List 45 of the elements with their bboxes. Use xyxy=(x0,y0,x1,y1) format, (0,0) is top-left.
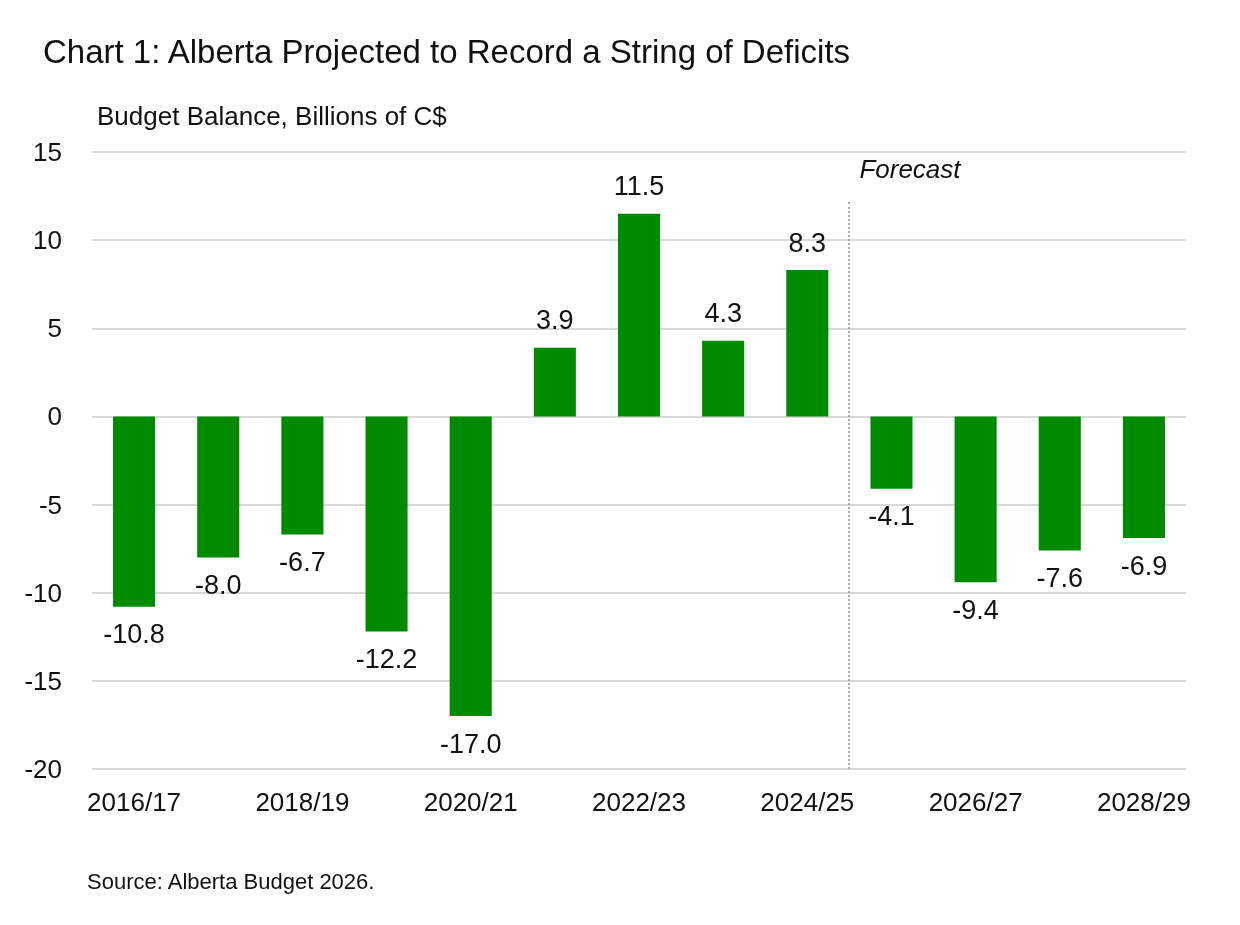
data-label: 8.3 xyxy=(788,227,827,258)
x-tick-label: 2016/17 xyxy=(87,787,182,817)
source-note: Source: Alberta Budget 2026. xyxy=(87,868,375,894)
bar xyxy=(113,416,156,607)
data-label: -7.6 xyxy=(1036,562,1084,593)
bar xyxy=(786,270,829,417)
bar xyxy=(1038,416,1081,551)
y-tick-label: 0 xyxy=(47,401,62,432)
bar xyxy=(954,416,997,583)
data-label: -10.8 xyxy=(103,619,165,650)
data-label: 11.5 xyxy=(613,171,665,202)
data-label: -12.2 xyxy=(355,644,418,674)
y-tick-label: 5 xyxy=(47,313,62,344)
bar xyxy=(197,416,240,558)
x-tick-label: 2026/27 xyxy=(928,787,1023,817)
bar xyxy=(365,416,408,632)
y-axis-title: Budget Balance, Billions of C$ xyxy=(97,101,448,131)
bar xyxy=(533,347,576,417)
x-tick-label: 2028/29 xyxy=(1096,787,1191,817)
y-tick-label: -10 xyxy=(24,577,62,608)
bar xyxy=(449,416,492,717)
data-label: -6.9 xyxy=(1120,550,1168,581)
x-tick-label: 2020/21 xyxy=(423,787,518,817)
y-tick-label: -5 xyxy=(38,489,62,520)
y-tick-label: -15 xyxy=(24,665,62,696)
x-tick-label: 2018/19 xyxy=(255,787,350,817)
bar xyxy=(702,340,745,417)
x-tick-label: 2024/25 xyxy=(760,787,855,817)
bar xyxy=(617,213,661,417)
y-tick-label: 10 xyxy=(33,225,62,256)
data-label: -17.0 xyxy=(439,728,502,759)
y-tick-label: 15 xyxy=(33,137,62,167)
x-tick-label: 2022/23 xyxy=(592,787,686,817)
bar xyxy=(281,416,324,535)
data-label: 4.3 xyxy=(704,298,742,329)
ref-line-label: Forecast xyxy=(859,154,961,185)
bar xyxy=(1122,416,1165,539)
data-label: -6.7 xyxy=(279,547,326,578)
chart-title: Chart 1: Alberta Projected to Record a String of Deficits xyxy=(43,33,851,70)
bar xyxy=(870,416,913,489)
data-label: 3.9 xyxy=(536,305,574,336)
data-label: -4.1 xyxy=(868,501,915,532)
data-label: -8.0 xyxy=(194,569,242,600)
y-tick-label: -20 xyxy=(24,754,62,784)
data-label: -9.4 xyxy=(952,594,999,625)
